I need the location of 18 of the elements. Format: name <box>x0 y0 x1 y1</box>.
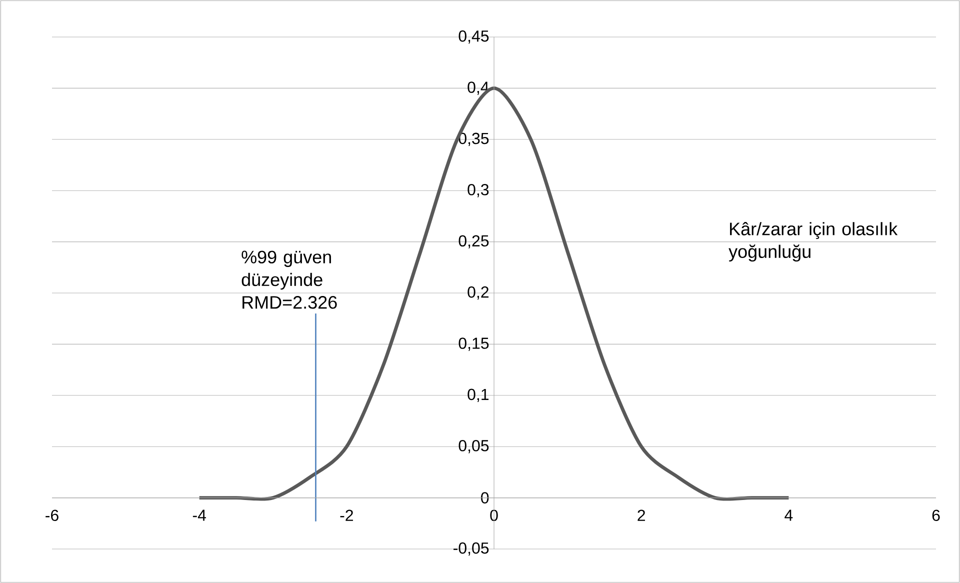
y-tick-label: 0,15 <box>458 338 489 351</box>
x-tick-label: 6 <box>932 510 940 522</box>
y-tick-label: 0,05 <box>458 440 489 454</box>
y-tick-label: 0 <box>481 492 489 504</box>
annotation: %99 güven düzeyinde RMD=2.326 <box>242 250 337 309</box>
x-tick-label: -4 <box>192 510 206 521</box>
y-tick-label: -0,05 <box>454 542 489 556</box>
x-tick-label: -2 <box>340 510 353 521</box>
x-tick-label: 0 <box>490 510 498 522</box>
x-tick-label: 4 <box>784 510 793 521</box>
y-tick-label: 0,2 <box>468 286 488 300</box>
x-tick-label: -6 <box>46 510 58 522</box>
y-tick-label: 0,45 <box>458 30 489 44</box>
y-tick-label: 0,1 <box>468 388 489 402</box>
x-tick-label: 2 <box>638 510 645 521</box>
y-tick-label: 0,25 <box>458 235 489 248</box>
y-tick-label: 0,3 <box>468 184 489 198</box>
text: Kâr/zarar için olasılık yoğunluğu <box>728 222 898 262</box>
